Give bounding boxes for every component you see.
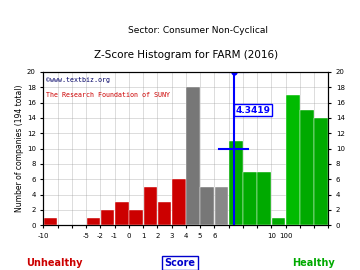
Bar [172, 179, 185, 225]
Bar [201, 187, 214, 225]
Bar [44, 218, 57, 225]
Y-axis label: Number of companies (194 total): Number of companies (194 total) [15, 85, 24, 212]
Bar [129, 210, 143, 225]
Text: Score: Score [165, 258, 195, 268]
Bar [215, 187, 228, 225]
Bar [300, 110, 314, 225]
Title: Z-Score Histogram for FARM (2016): Z-Score Histogram for FARM (2016) [94, 50, 278, 60]
Bar [229, 141, 243, 225]
Bar [257, 171, 271, 225]
Text: 4.3419: 4.3419 [236, 106, 271, 115]
Bar [158, 202, 171, 225]
Text: ©www.textbiz.org: ©www.textbiz.org [46, 77, 110, 83]
Bar [144, 187, 157, 225]
Text: Healthy: Healthy [292, 258, 334, 268]
Bar [186, 87, 200, 225]
Bar [115, 202, 129, 225]
Bar [315, 118, 328, 225]
Bar [243, 171, 257, 225]
Bar [272, 218, 285, 225]
Text: Sector: Consumer Non-Cyclical: Sector: Consumer Non-Cyclical [128, 26, 268, 35]
Bar [86, 218, 100, 225]
Text: The Research Foundation of SUNY: The Research Foundation of SUNY [46, 92, 170, 98]
Bar [101, 210, 114, 225]
Bar [286, 95, 300, 225]
Text: Unhealthy: Unhealthy [26, 258, 82, 268]
